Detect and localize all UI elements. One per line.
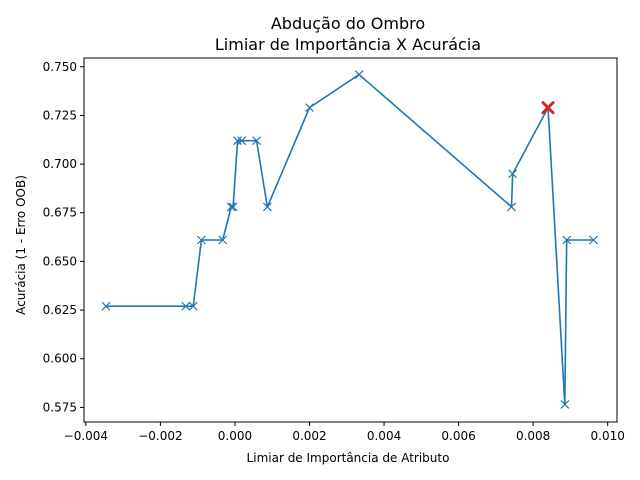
chart-title-line-1: Abdução do Ombro — [271, 14, 425, 33]
marker-stroke — [507, 202, 516, 212]
marker-stroke — [181, 301, 191, 311]
axes-frame — [83, 57, 618, 423]
highlight-point-marker — [541, 101, 555, 115]
data-point-marker — [226, 202, 236, 212]
x-tick-label: 0.010 — [591, 429, 625, 443]
marker-stroke — [562, 235, 572, 245]
data-point-marker — [562, 235, 572, 245]
y-tick-label: 0.675 — [43, 206, 77, 220]
y-tick-label: 0.700 — [43, 157, 77, 171]
marker-stroke — [218, 235, 228, 245]
marker-stroke — [508, 169, 518, 179]
x-tick-label: −0.004 — [64, 429, 108, 443]
x-axis-ticks: −0.004 −0.002 0.000 0.002 0.004 0.006 0.008 0.0… — [64, 422, 625, 443]
data-point-marker — [507, 202, 516, 212]
data-point-marker — [218, 235, 228, 245]
data-point-marker — [196, 235, 206, 245]
y-axis-ticks: 0.575 0.600 0.625 0.650 0.675 0.700 0.725 0.750 — [43, 60, 84, 414]
y-tick-label: 0.750 — [43, 60, 77, 74]
data-point-marker — [101, 301, 111, 311]
x-tick-label: 0.006 — [441, 429, 475, 443]
marker-stroke — [101, 301, 111, 311]
marker-stroke — [228, 202, 238, 212]
marker-stroke — [237, 136, 247, 146]
data-point-marker — [560, 400, 570, 409]
data-point-marker — [262, 202, 272, 212]
x-tick-label: 0.000 — [218, 429, 252, 443]
x-axis-label: Limiar de Importância de Atributo — [247, 451, 450, 465]
marker-stroke — [541, 101, 555, 115]
data-point-marker — [237, 136, 247, 146]
x-tick-label: 0.002 — [292, 429, 326, 443]
y-tick-label: 0.625 — [43, 303, 77, 317]
marker-stroke — [233, 136, 242, 146]
marker-stroke — [196, 235, 206, 245]
data-point-marker — [233, 136, 242, 146]
marker-stroke — [560, 400, 570, 409]
y-axis-label: Acurácia (1 - Erro OOB) — [14, 175, 28, 315]
data-point-marker — [508, 169, 518, 179]
data-point-marker — [252, 136, 261, 146]
x-tick-label: 0.004 — [367, 429, 401, 443]
marker-stroke — [252, 136, 261, 146]
x-tick-label: 0.008 — [516, 429, 550, 443]
data-point-marker — [354, 70, 364, 79]
y-tick-label: 0.725 — [43, 108, 77, 122]
marker-stroke — [188, 301, 198, 311]
y-tick-label: 0.650 — [43, 254, 77, 268]
marker-stroke — [262, 202, 272, 212]
chart-title-line-2: Limiar de Importância X Acurácia — [215, 35, 481, 54]
data-point-marker — [589, 235, 598, 245]
marker-stroke — [305, 103, 314, 113]
data-point-marker — [188, 301, 198, 311]
y-tick-label: 0.575 — [43, 400, 77, 414]
y-tick-label: 0.600 — [43, 352, 77, 366]
x-tick-label: −0.002 — [138, 429, 182, 443]
data-point-marker — [305, 103, 314, 113]
data-point-marker — [181, 301, 191, 311]
data-point-marker — [228, 202, 238, 212]
plot-area — [101, 70, 598, 409]
marker-stroke — [354, 70, 364, 79]
marker-stroke — [226, 202, 236, 212]
marker-stroke — [589, 235, 598, 245]
